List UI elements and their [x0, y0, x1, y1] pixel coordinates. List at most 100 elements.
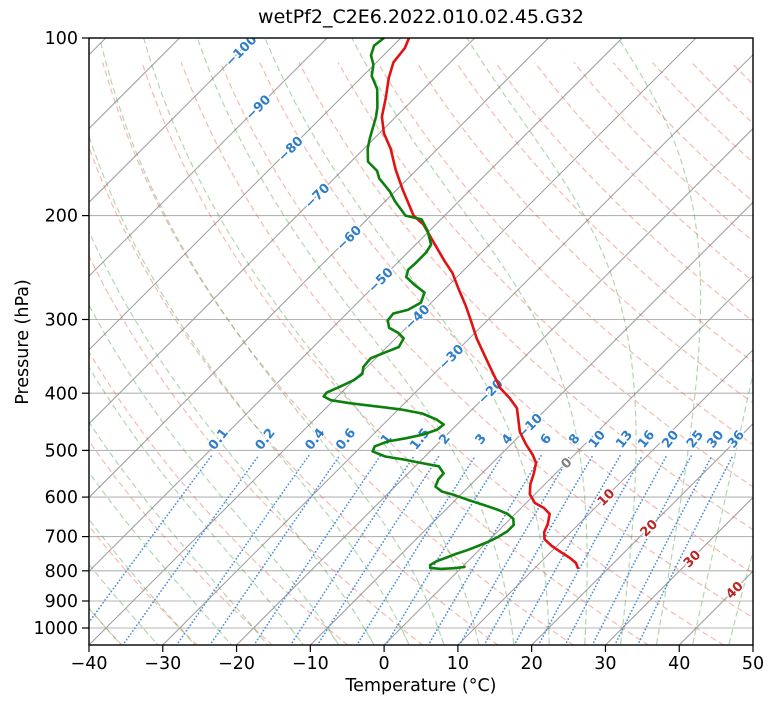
line-label: 6 [538, 431, 555, 447]
isotherm [89, 38, 697, 645]
isotherm [531, 422, 753, 645]
line-label: 0.1 [206, 426, 232, 453]
moist-adiabat [89, 230, 375, 645]
chart-title: wetPf2_C2E6.2022.010.02.45.G32 [258, 6, 584, 28]
plot-border [88, 37, 754, 646]
y-tick-label: 100 [45, 29, 78, 49]
y-tick-label: 300 [45, 311, 78, 331]
x-tick-label: 20 [521, 654, 543, 674]
y-tick-label: 500 [45, 442, 78, 462]
line-label: −80 [275, 134, 306, 165]
mixing-ratio-line [253, 454, 382, 645]
line-label: −50 [366, 265, 397, 296]
plot-area: −100−90−80−70−60−50−40−30−20−10010203040… [89, 38, 753, 645]
isotherm [457, 349, 753, 645]
line-label: 8 [566, 431, 583, 447]
moist-adiabat [89, 471, 233, 645]
y-tick-label: 400 [45, 384, 78, 404]
line-label: −60 [334, 223, 365, 254]
moist-adiabat [196, 38, 515, 645]
dry-adiabat [691, 61, 753, 125]
mixing-ratio-line [564, 454, 668, 645]
temperature-curve [380, 38, 580, 570]
isotherm [605, 496, 753, 645]
mixing-ratio-line [121, 454, 260, 645]
mixing-ratio-line [427, 454, 543, 645]
mixing-ratio-line [355, 454, 477, 645]
moist-adiabat-lines [89, 38, 753, 645]
y-tick-label: 1000 [33, 619, 78, 639]
y-tick-label: 600 [45, 488, 78, 508]
line-label: 20 [659, 428, 682, 451]
line-label: 2 [436, 431, 453, 447]
mixing-ratio-line [636, 454, 734, 645]
moist-adiabat [466, 38, 637, 645]
pressure-gridlines [89, 38, 753, 629]
y-tick-label: 200 [45, 207, 78, 227]
isotherm [236, 127, 753, 645]
sounding-curves [322, 38, 580, 571]
moist-adiabat [728, 549, 753, 645]
dry-adiabat [89, 525, 198, 645]
moist-adiabat [99, 38, 445, 645]
dry-adiabat [89, 350, 349, 645]
line-label: 40 [723, 579, 746, 602]
x-tick-label: 50 [742, 654, 764, 674]
moist-adiabat [351, 38, 588, 645]
x-tick-label: −10 [292, 654, 329, 674]
isotherm [162, 53, 753, 645]
y-tick-label: 800 [45, 562, 78, 582]
isotherm [89, 38, 476, 425]
line-label: 1.5 [407, 426, 433, 453]
mixing-ratio-line [537, 454, 644, 645]
isotherm [309, 201, 753, 645]
line-label: 3 [472, 431, 489, 447]
isotherm [89, 38, 402, 351]
moist-adiabat [89, 134, 410, 645]
dry-adiabat [180, 62, 725, 645]
dry-adiabat [141, 62, 650, 645]
moist-adiabat [617, 38, 702, 645]
line-label: 30 [704, 428, 727, 451]
mixing-ratio-line [591, 454, 693, 645]
line-label: −20 [475, 376, 506, 407]
axis-ticks-and-labels: −40 −30 −20 −10 0 10 20 30 40 5010020030040050060… [33, 29, 764, 674]
dewpoint-curve [322, 38, 515, 571]
x-tick-label: −30 [144, 654, 181, 674]
x-tick-label: 0 [379, 654, 390, 674]
x-tick-label: 30 [594, 654, 616, 674]
line-label: 4 [499, 431, 516, 447]
line-label: 25 [684, 428, 707, 451]
y-tick-label: 700 [45, 528, 78, 548]
mixing-ratio-line [289, 454, 416, 645]
line-label: 10 [586, 428, 609, 451]
isotherm [383, 275, 753, 645]
dry-adiabat [89, 254, 424, 645]
line-label: 13 [613, 428, 636, 451]
dry-adiabat [455, 62, 753, 363]
line-label: −70 [302, 181, 333, 212]
x-tick-label: 10 [447, 654, 469, 674]
dry-adiabat [259, 62, 753, 574]
x-tick-label: 40 [668, 654, 690, 674]
moist-adiabat [89, 518, 196, 645]
moist-adiabat [143, 38, 480, 645]
mixing-ratio-line [175, 454, 310, 645]
line-label: −40 [402, 302, 433, 333]
dry-adiabat [298, 62, 753, 531]
y-axis-label: Pressure (hPa) [13, 279, 33, 405]
mixing-ratio-line [209, 454, 341, 645]
mixing-ratio-line [513, 454, 622, 645]
moist-adiabat [89, 421, 269, 645]
dry-adiabat [573, 62, 753, 243]
dry-adiabat-lines [89, 61, 753, 645]
line-label: 10 [595, 486, 618, 509]
dry-adiabat [89, 145, 499, 645]
dry-adiabat [494, 62, 753, 323]
isotherm [89, 38, 623, 573]
isotherm [89, 38, 328, 277]
moist-adiabat [89, 563, 159, 645]
isotherm [89, 38, 254, 204]
moist-adiabat [89, 366, 305, 645]
